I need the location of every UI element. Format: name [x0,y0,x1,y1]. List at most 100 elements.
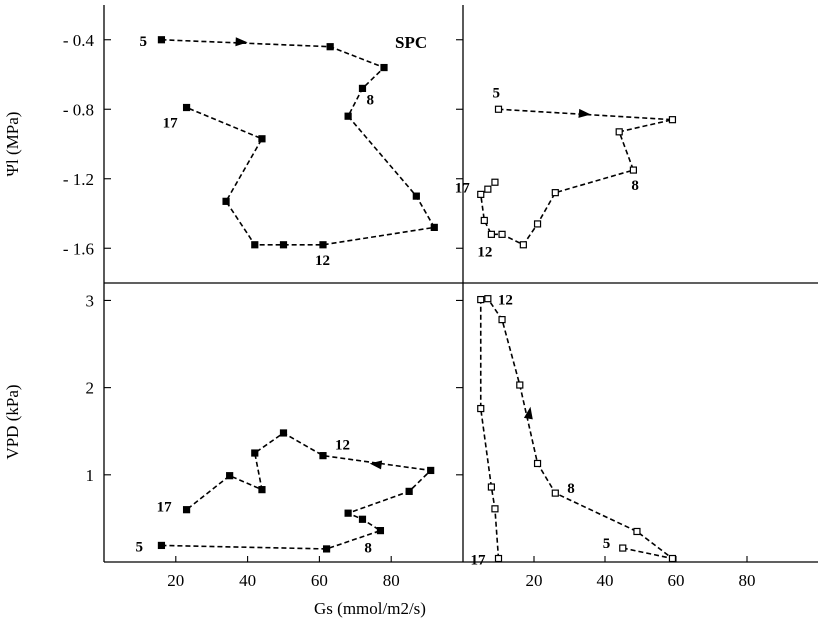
chart-frame [103,5,818,563]
top-y-tick-label-0: - 0.4 [63,31,95,50]
x-tick-label-right-3: 80 [739,571,756,590]
point-label-0-2: 12 [315,253,330,269]
data-point-3-2 [633,527,641,536]
point-label-1-2: 12 [477,244,492,260]
series-line-3 [479,297,673,560]
data-point-0-7 [319,241,327,249]
data-point-1-8 [487,230,495,238]
panel-top-left: 5 8 12 17 [139,34,438,269]
data-point-0-12 [182,103,191,112]
x-tick-label-left-0: 20 [167,571,184,590]
data-point-2-0 [157,541,166,550]
data-point-2-5 [405,487,413,495]
top-y-tick-label-3: - 1.6 [63,239,94,258]
point-label-2-2: 12 [335,438,350,454]
data-point-1-10 [477,190,485,198]
x-tick-label-left-2: 60 [311,571,328,590]
top-y-tick-label-1: - 0.8 [63,100,94,119]
bottom-y-tick-label-0: 1 [86,466,95,485]
data-point-3-9 [477,404,485,413]
series-line-1 [479,108,673,246]
point-label-3-0: 5 [603,536,611,552]
data-point-3-11 [491,505,499,513]
point-label-2-3: 17 [157,500,173,516]
point-label-3-1: 8 [567,481,575,497]
data-point-2-8 [279,429,288,437]
top-y-axis-title: Ψl (MPa) [3,112,22,177]
point-label-1-0: 5 [493,85,501,101]
panel-top-right: 5 8 12 17 [455,85,677,260]
data-point-2-1 [322,545,331,553]
direction-arrow-3 [523,406,533,420]
point-label-0-1: 8 [366,92,374,108]
point-label-3-2: 12 [498,293,513,309]
data-point-2-11 [226,472,234,480]
data-point-0-3 [358,84,367,93]
panel-bottom-right: 5 8 12 17 [471,293,677,569]
panel-bottom-left: 5 8 12 17 [135,429,435,557]
data-point-1-3 [629,166,638,174]
data-point-2-6 [427,466,435,475]
data-point-3-10 [487,483,495,491]
data-point-0-4 [344,112,352,120]
top-y-tick-label-2: - 1.2 [63,170,94,189]
data-point-2-7 [319,452,327,460]
data-point-0-0 [157,36,166,44]
point-label-3-3: 17 [471,553,487,569]
point-label-0-3: 17 [163,116,179,132]
x-tick-label-right-1: 40 [597,571,614,590]
point-label-2-0: 5 [135,539,143,555]
data-point-2-12 [182,506,191,514]
bottom-y-axis-title: VPD (kPa) [3,384,22,459]
data-point-3-7 [484,295,492,303]
data-point-3-4 [533,459,542,468]
x-tick-label-left-3: 80 [383,571,400,590]
point-label-2-1: 8 [364,541,372,557]
x-tick-label-left-1: 40 [239,571,256,590]
data-point-0-8 [279,241,288,249]
data-point-3-12 [494,554,503,563]
direction-arrow-0 [235,37,248,47]
data-point-3-1 [668,554,677,563]
data-point-0-11 [258,135,266,143]
data-point-1-12 [491,178,499,186]
data-point-1-1 [668,116,677,124]
data-point-3-6 [498,316,506,324]
data-point-1-9 [480,216,488,225]
data-point-1-5 [533,220,542,228]
x-tick-label-right-0: 20 [526,571,543,590]
data-point-0-5 [412,192,420,200]
data-point-0-6 [430,223,438,231]
data-point-1-7 [498,230,506,238]
data-point-2-4 [344,509,352,517]
series-line-2 [161,432,433,550]
data-point-3-8 [477,295,485,304]
direction-arrow-1 [578,108,591,118]
data-point-0-1 [326,43,334,51]
data-point-3-3 [551,489,559,497]
point-label-1-3: 17 [455,180,471,196]
bottom-y-tick-label-2: 3 [86,291,95,310]
data-point-1-6 [519,241,527,249]
point-label-1-1: 8 [631,178,639,194]
data-point-3-0 [619,544,627,552]
data-point-1-4 [551,189,559,197]
series-line-0 [161,38,436,246]
data-point-0-10 [222,197,230,205]
data-point-2-9 [251,449,259,457]
panel-label: SPC [395,33,427,52]
data-point-2-3 [358,515,367,523]
point-label-0-0: 5 [139,34,147,50]
data-point-0-9 [251,241,259,249]
data-point-3-5 [516,381,524,389]
x-axis-title: Gs (mmol/m2/s) [314,599,426,618]
x-tick-label-right-2: 60 [668,571,685,590]
bottom-y-tick-label-1: 2 [86,379,95,398]
chart-panels: 5 8 12 17 5 8 12 17 5 8 12 17 5 8 12 17 [135,34,677,569]
data-point-0-2 [380,63,388,72]
data-point-1-2 [615,128,623,136]
data-point-1-11 [484,185,492,193]
data-point-1-0 [494,105,503,113]
data-point-2-2 [376,527,385,535]
